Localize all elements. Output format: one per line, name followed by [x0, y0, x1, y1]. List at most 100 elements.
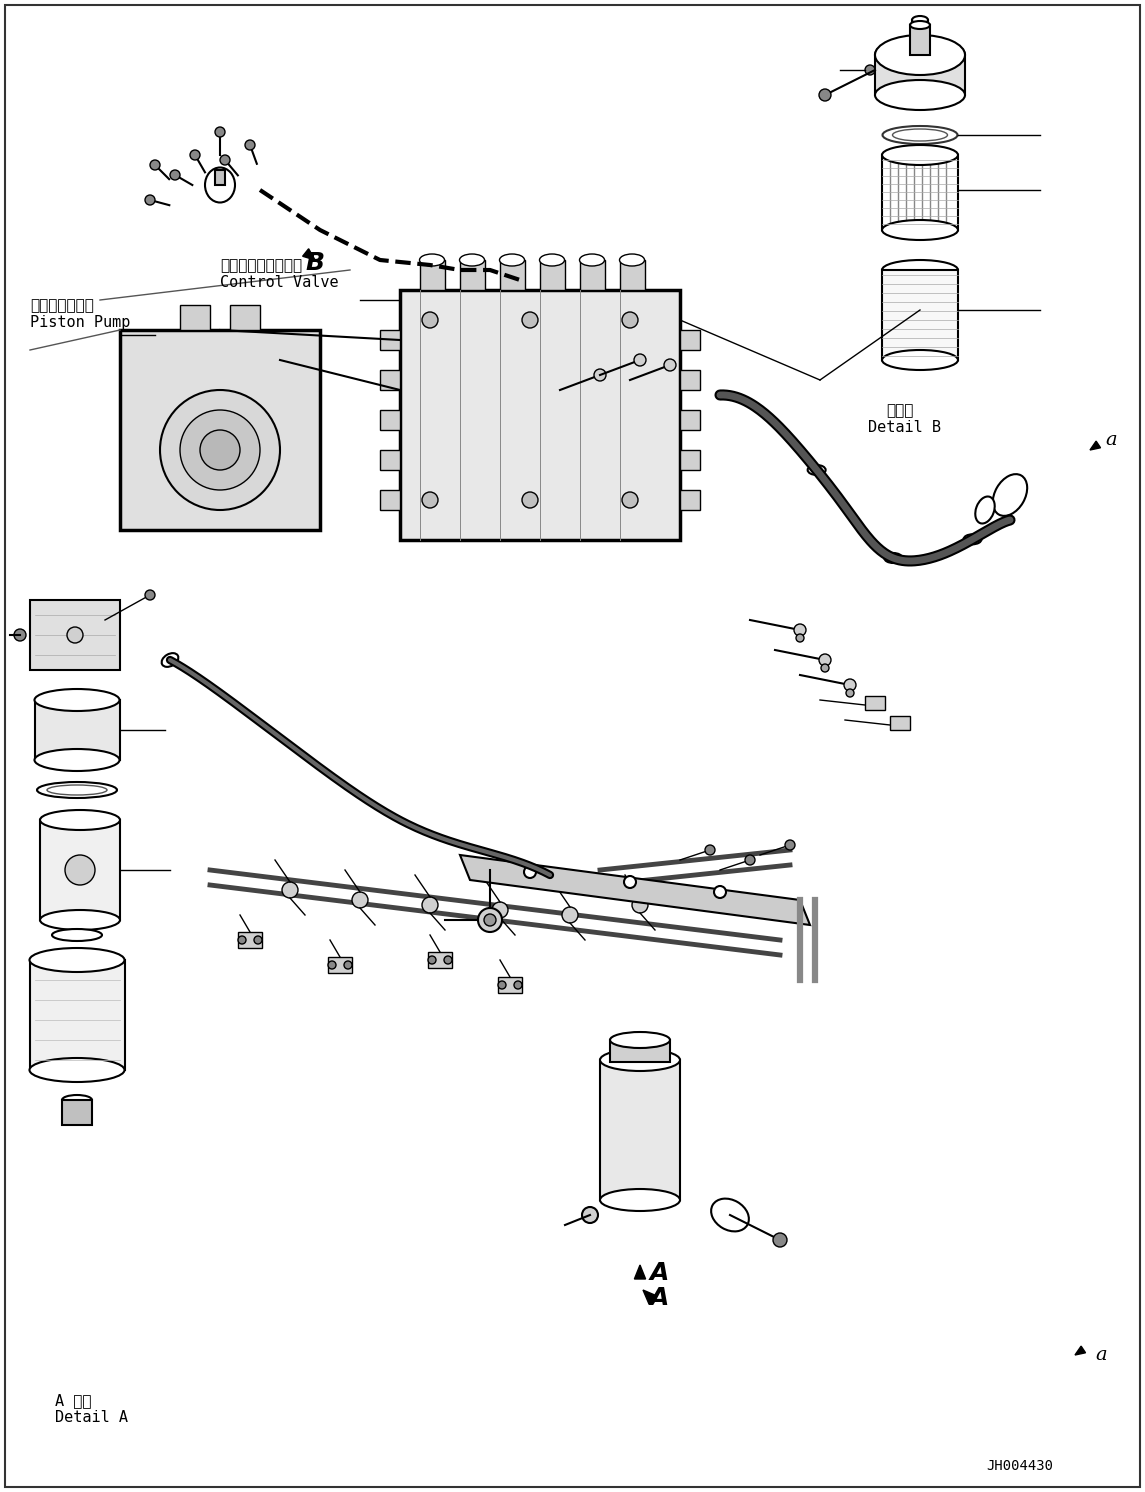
Circle shape — [200, 430, 240, 470]
Bar — [680, 370, 700, 389]
Bar — [30, 600, 120, 670]
Circle shape — [524, 865, 536, 877]
Text: 日詳細: 日詳細 — [886, 403, 914, 418]
Polygon shape — [302, 249, 315, 260]
Circle shape — [622, 312, 638, 328]
Ellipse shape — [52, 930, 102, 941]
Circle shape — [492, 903, 508, 918]
Circle shape — [819, 653, 831, 665]
Circle shape — [428, 956, 436, 964]
Ellipse shape — [964, 534, 981, 545]
Circle shape — [145, 589, 155, 600]
Ellipse shape — [875, 34, 965, 75]
Circle shape — [522, 312, 538, 328]
Bar — [610, 1040, 670, 1062]
Ellipse shape — [882, 351, 958, 370]
Circle shape — [215, 127, 226, 137]
Ellipse shape — [913, 16, 927, 24]
Bar — [327, 956, 352, 973]
Ellipse shape — [875, 81, 965, 110]
Bar — [460, 260, 485, 289]
Circle shape — [65, 855, 95, 885]
Circle shape — [477, 909, 502, 932]
Bar — [600, 1059, 680, 1200]
Bar — [910, 25, 930, 55]
Text: A 詳細: A 詳細 — [55, 1394, 92, 1408]
Circle shape — [423, 492, 439, 507]
Bar — [230, 304, 260, 330]
Ellipse shape — [807, 466, 826, 474]
Bar — [380, 330, 400, 351]
Text: B: B — [305, 251, 324, 275]
Circle shape — [169, 170, 180, 181]
Bar — [428, 952, 452, 968]
Ellipse shape — [542, 868, 559, 882]
Text: JH004430: JH004430 — [987, 1459, 1053, 1473]
Circle shape — [773, 1232, 787, 1247]
Bar — [420, 260, 445, 289]
Bar — [380, 451, 400, 470]
Circle shape — [622, 492, 638, 507]
Text: a: a — [1105, 431, 1116, 449]
Circle shape — [821, 664, 829, 671]
Circle shape — [423, 312, 439, 328]
Circle shape — [220, 155, 230, 166]
Text: Piston Pump: Piston Pump — [30, 315, 131, 330]
Ellipse shape — [579, 254, 605, 266]
Bar — [680, 489, 700, 510]
Circle shape — [180, 410, 260, 489]
Text: ピストンポンプ: ピストンポンプ — [30, 298, 94, 313]
Polygon shape — [1090, 442, 1100, 451]
Circle shape — [634, 354, 646, 366]
Ellipse shape — [34, 749, 119, 771]
Ellipse shape — [619, 254, 645, 266]
Bar — [62, 1100, 92, 1125]
Circle shape — [785, 840, 795, 850]
Polygon shape — [643, 1291, 657, 1304]
Ellipse shape — [161, 653, 179, 667]
Ellipse shape — [976, 497, 995, 524]
Text: Detail A: Detail A — [55, 1410, 128, 1425]
Bar — [380, 489, 400, 510]
Bar — [35, 700, 120, 759]
Bar — [913, 19, 927, 55]
Circle shape — [844, 679, 856, 691]
Ellipse shape — [875, 37, 965, 73]
Bar — [680, 410, 700, 430]
Bar — [380, 410, 400, 430]
Circle shape — [819, 90, 831, 101]
Bar — [619, 260, 645, 289]
Circle shape — [745, 855, 755, 865]
Bar — [540, 260, 564, 289]
Ellipse shape — [205, 167, 235, 203]
Ellipse shape — [600, 1049, 680, 1071]
Bar — [864, 695, 885, 710]
Bar — [882, 270, 958, 360]
Bar — [882, 155, 958, 230]
Bar — [120, 330, 319, 530]
Ellipse shape — [882, 219, 958, 240]
Circle shape — [145, 195, 155, 204]
Circle shape — [14, 630, 26, 642]
Circle shape — [423, 897, 439, 913]
Circle shape — [327, 961, 335, 968]
Ellipse shape — [47, 785, 106, 795]
Circle shape — [714, 886, 726, 898]
Ellipse shape — [40, 810, 120, 830]
Circle shape — [864, 66, 875, 75]
Ellipse shape — [882, 260, 958, 280]
Bar — [400, 289, 680, 540]
Circle shape — [190, 151, 200, 160]
Circle shape — [160, 389, 281, 510]
Ellipse shape — [62, 1095, 92, 1106]
Ellipse shape — [711, 1198, 749, 1231]
Circle shape — [632, 897, 648, 913]
Ellipse shape — [40, 910, 120, 930]
Bar — [215, 170, 226, 185]
Circle shape — [624, 876, 635, 888]
Circle shape — [282, 882, 298, 898]
Polygon shape — [460, 855, 810, 925]
Bar — [875, 55, 965, 95]
Ellipse shape — [539, 254, 564, 266]
Bar — [890, 716, 910, 730]
